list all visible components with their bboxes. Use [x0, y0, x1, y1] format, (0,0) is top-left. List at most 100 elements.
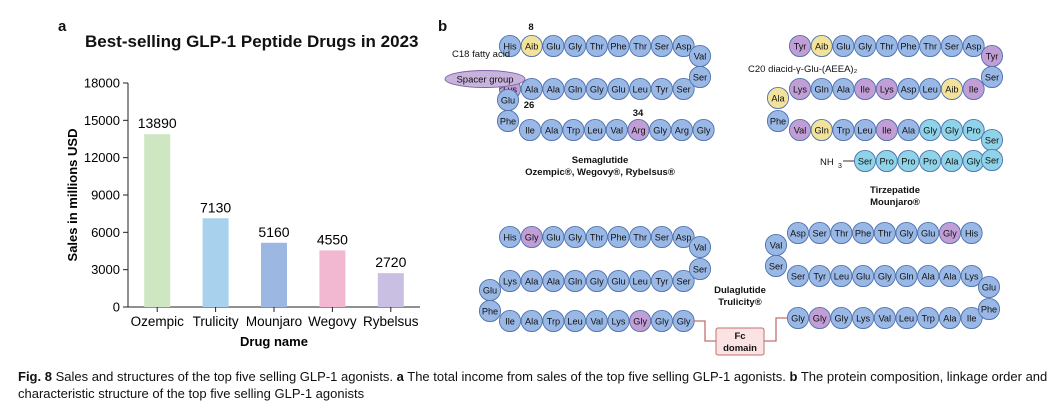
residue-bead — [810, 77, 833, 101]
residue-label: Glu — [611, 85, 625, 95]
residue-bead — [672, 225, 695, 249]
residue-label: Ala — [525, 277, 539, 287]
residue-bead — [895, 306, 918, 330]
residue-label: Leu — [633, 277, 648, 287]
residue-label: Gly — [967, 157, 981, 167]
residue-label: Ile — [505, 317, 515, 327]
residue-bead — [854, 77, 877, 101]
residue-label: Trp — [837, 126, 850, 136]
residue-label: Asp — [676, 233, 692, 243]
residue-bead — [938, 264, 961, 288]
residue-bead — [897, 118, 920, 142]
residue-bead — [650, 77, 673, 101]
residue-label: Ser — [858, 157, 872, 167]
residue-label: Lys — [793, 85, 807, 95]
tirzepatide-name: Tirzepatide — [870, 185, 920, 196]
residue-bead — [917, 221, 940, 245]
caption-text-3: The protein composition, linkage order a… — [18, 369, 1048, 401]
figure-caption: Fig. 8 Sales and structures of the top f… — [18, 368, 1048, 402]
residue-label: Gly — [590, 277, 604, 287]
residue-label: Tyr — [794, 42, 807, 52]
residue-label: Val — [878, 314, 891, 324]
nh3-label: NH — [820, 157, 834, 168]
fc-link-right — [764, 317, 787, 342]
bar-chart: 0 3000 6000 9000 12000 15000 18000 13890 Ozempic… — [65, 76, 420, 349]
residue-bead — [919, 34, 942, 58]
residue-bead — [496, 109, 520, 133]
residue-bead — [650, 269, 673, 293]
residue-label: Leu — [899, 314, 914, 324]
residue-bead — [585, 225, 608, 249]
caption-fig-label: Fig. 8 — [18, 369, 52, 384]
residue-bead — [520, 269, 543, 293]
chart-title: Best-selling GLP-1 Peptide Drugs in 2023 — [85, 32, 419, 51]
residue-bead — [938, 221, 961, 245]
residue-bead — [875, 77, 898, 101]
residue-bead — [853, 149, 877, 173]
residue-label: Ser — [813, 229, 827, 239]
residue-label: Leu — [857, 126, 872, 136]
residue-label: Ser — [676, 85, 690, 95]
residue-bead — [786, 264, 810, 288]
tirzepatide-brands: Mounjaro® — [870, 197, 920, 208]
residue-label: Phe — [610, 42, 626, 52]
residue-label: Lys — [965, 272, 979, 282]
bar — [202, 218, 229, 307]
y-tick-label: 6000 — [91, 225, 120, 240]
residue-label: Ser — [791, 272, 805, 282]
residue-label: Ser — [769, 262, 783, 272]
residue-label: Lys — [856, 314, 870, 324]
residue-bead — [832, 118, 855, 142]
residue-label: Glu — [483, 286, 497, 296]
y-axis-label: Sales in millions USD — [65, 129, 80, 262]
residue-label: Asp — [790, 229, 806, 239]
residue-label: Pro — [901, 157, 915, 167]
residue-bead — [875, 34, 898, 58]
residue-label: His — [503, 42, 517, 52]
residue-label: Gly — [697, 126, 711, 136]
bar — [261, 242, 287, 307]
residue-label: Ala — [545, 126, 559, 136]
residue-bead — [629, 34, 652, 58]
residue-label: Ile — [525, 126, 535, 136]
x-tick-label: Mounjaro — [246, 314, 302, 329]
residue-label: Gly — [878, 272, 892, 282]
residue-label: Ala — [837, 85, 851, 95]
residue-label: Leu — [633, 85, 648, 95]
residue-label: Phe — [981, 305, 997, 315]
nh3-subscript: 3 — [838, 163, 842, 170]
residue-label: His — [965, 229, 979, 239]
residue-bead — [897, 77, 920, 101]
residue-label: Ile — [860, 85, 870, 95]
spacer-group-label: Spacer group — [456, 75, 513, 86]
residue-label: Trp — [921, 314, 934, 324]
residue-bead — [607, 225, 630, 249]
residue-bead — [788, 118, 812, 142]
residue-bead — [810, 34, 833, 58]
residue-label: Gln — [568, 277, 582, 287]
residue-label: Thr — [633, 233, 647, 243]
residue-label: Ser — [985, 73, 999, 83]
residue-bead — [564, 34, 587, 58]
residue-bead — [650, 309, 673, 333]
residue-bead — [980, 65, 1004, 89]
fc-link-left — [694, 320, 716, 342]
residue-label: Aib — [945, 85, 958, 95]
residue-label: Glu — [856, 272, 870, 282]
residue-bead — [977, 275, 1001, 299]
x-tick-label: Trulicity — [193, 314, 239, 329]
residue-bead — [832, 34, 855, 58]
residue-label: Val — [694, 52, 707, 62]
dulaglutide-brands: Trulicity® — [718, 297, 761, 308]
residue-bead — [938, 306, 961, 330]
x-tick-label: Rybelsus — [363, 314, 419, 329]
residue-label: Leu — [587, 126, 602, 136]
residue-bead — [498, 34, 522, 58]
residue-bead — [542, 225, 565, 249]
residue-label: Ala — [943, 272, 957, 282]
residue-bead — [520, 225, 543, 249]
residue-label: Ser — [693, 265, 707, 275]
residue-label: Ala — [547, 277, 561, 287]
residue-label: Glu — [836, 42, 850, 52]
residue-label: Gln — [568, 85, 582, 95]
